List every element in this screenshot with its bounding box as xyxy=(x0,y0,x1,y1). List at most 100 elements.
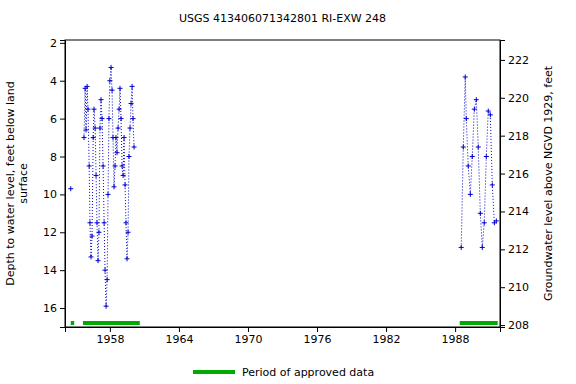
y2-axis-title: Groundwater level above NGVD 1929, feet xyxy=(542,65,555,301)
data-point xyxy=(110,88,115,93)
tick-mark xyxy=(500,211,505,212)
tick-label: 222 xyxy=(508,54,529,67)
tick-label: 210 xyxy=(508,281,529,294)
tick: 1988 xyxy=(442,327,470,346)
tick-mark xyxy=(60,232,65,233)
tick-mark xyxy=(500,287,505,288)
tick-label: 8 xyxy=(50,151,57,164)
data-point xyxy=(123,220,128,225)
tick: 12 xyxy=(43,226,65,239)
tick-mark xyxy=(60,157,65,158)
tick-mark xyxy=(60,270,65,271)
data-point xyxy=(99,97,104,102)
data-point xyxy=(119,116,124,121)
y-axis-title-line: Depth to water level, feet below land xyxy=(4,81,17,286)
tick-mark xyxy=(500,98,505,99)
x-axis: 195819641970197619821988 xyxy=(66,327,501,346)
data-point xyxy=(488,112,493,117)
tick: 212 xyxy=(500,243,529,256)
tick: 16 xyxy=(43,302,65,315)
tick-mark xyxy=(500,174,505,175)
data-point xyxy=(480,245,485,250)
data-point xyxy=(118,86,123,91)
tick-label: 12 xyxy=(43,226,57,239)
tick-label: 1964 xyxy=(165,333,193,346)
tick-label: 4 xyxy=(50,75,57,88)
data-point xyxy=(103,268,108,273)
tick-label: 10 xyxy=(43,188,57,201)
tick-mark xyxy=(500,325,505,326)
tick-label: 1970 xyxy=(234,333,262,346)
tick: 208 xyxy=(500,319,529,332)
tick: 214 xyxy=(500,205,529,218)
data-point xyxy=(461,145,466,150)
data-point xyxy=(482,220,487,225)
tick-label: 1988 xyxy=(442,333,470,346)
data-point xyxy=(466,163,471,168)
approved-period xyxy=(71,321,74,325)
tick-label: 6 xyxy=(50,113,57,126)
data-point xyxy=(463,74,468,79)
tick-label: 220 xyxy=(508,92,529,105)
tick: 8 xyxy=(50,151,65,164)
tick-mark xyxy=(60,43,65,44)
data-point xyxy=(93,126,98,131)
data-point xyxy=(107,78,112,83)
data-point xyxy=(86,107,91,112)
data-point xyxy=(104,304,109,309)
tick-mark xyxy=(500,136,505,137)
data-point xyxy=(470,154,475,159)
legend-label: Period of approved data xyxy=(242,366,374,379)
legend-swatch xyxy=(193,370,235,374)
tick: 216 xyxy=(500,168,529,181)
tick-label: 214 xyxy=(508,205,529,218)
data-point xyxy=(126,230,131,235)
tick: 2 xyxy=(50,37,65,50)
tick: 1958 xyxy=(96,327,124,346)
data-point xyxy=(96,230,101,235)
data-point xyxy=(131,116,136,121)
data-point xyxy=(96,258,101,263)
tick-label: 14 xyxy=(43,264,57,277)
data-point xyxy=(468,192,473,197)
tick-mark xyxy=(455,327,456,332)
data-point xyxy=(117,107,122,112)
tick-mark xyxy=(500,60,505,61)
data-point xyxy=(87,220,92,225)
tick-mark xyxy=(60,81,65,82)
legend: Period of approved data xyxy=(193,366,374,379)
tick-mark xyxy=(60,194,65,195)
tick: 10 xyxy=(43,188,65,201)
data-point xyxy=(484,154,489,159)
data-point xyxy=(97,126,102,131)
data-point xyxy=(100,116,105,121)
tick-label: 208 xyxy=(508,319,529,332)
y-axis-title: Depth to water level, feet below landsur… xyxy=(4,81,30,286)
data-point xyxy=(84,127,89,132)
data-point xyxy=(106,116,111,121)
x-axis-line xyxy=(66,328,501,333)
data-point xyxy=(102,220,107,225)
data-point xyxy=(90,234,95,239)
data-point xyxy=(490,182,495,187)
data-point xyxy=(81,135,86,140)
data-point xyxy=(478,211,483,216)
y2-axis-line xyxy=(501,41,506,328)
data-point xyxy=(130,84,135,89)
tick: 222 xyxy=(500,54,529,67)
tick-label: 218 xyxy=(508,130,529,143)
tick-mark xyxy=(248,327,249,332)
data-point xyxy=(474,97,479,102)
tick-mark xyxy=(500,249,505,250)
data-point xyxy=(92,107,97,112)
data-point xyxy=(459,245,464,250)
data-point xyxy=(472,107,477,112)
tick: 4 xyxy=(50,75,65,88)
y2-axis: 208 210 212 214 216 218 220 222 xyxy=(500,41,529,333)
tick: 218 xyxy=(500,130,529,143)
data-point xyxy=(94,173,99,178)
approved-period xyxy=(83,321,140,325)
data-point xyxy=(115,150,120,155)
plot-area xyxy=(68,65,499,323)
tick-mark xyxy=(179,327,180,332)
